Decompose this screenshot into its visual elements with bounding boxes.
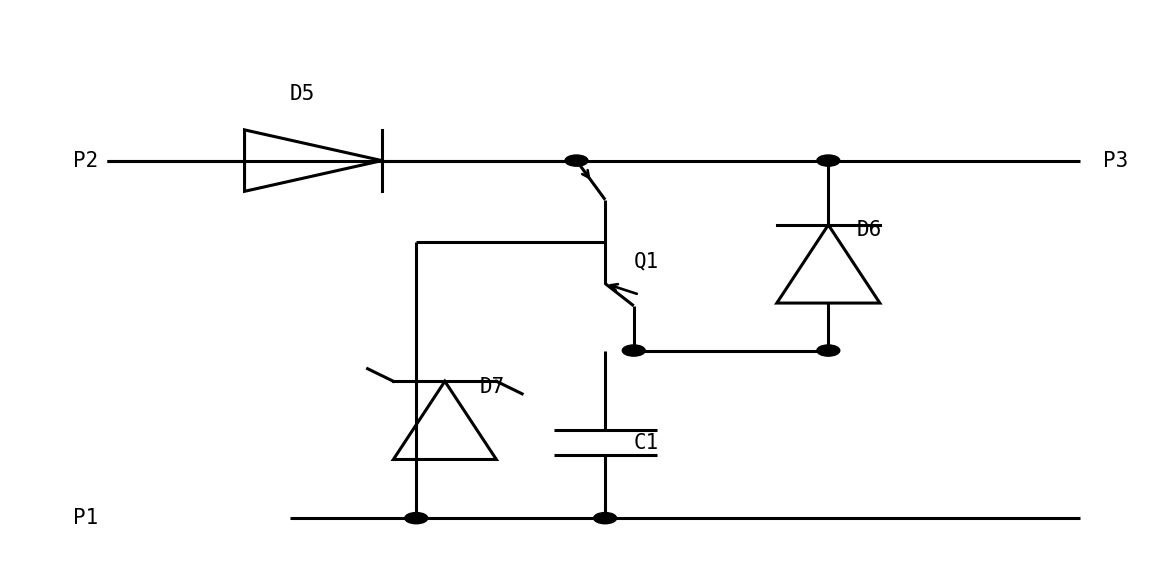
Text: P2: P2 — [73, 151, 98, 171]
Text: P3: P3 — [1103, 151, 1129, 171]
Circle shape — [816, 345, 839, 356]
Text: D5: D5 — [289, 83, 315, 104]
Text: D6: D6 — [857, 221, 882, 240]
Circle shape — [816, 155, 839, 166]
Circle shape — [565, 155, 588, 166]
Circle shape — [594, 513, 617, 524]
Circle shape — [623, 345, 646, 356]
Text: P1: P1 — [73, 508, 98, 528]
Text: Q1: Q1 — [634, 251, 660, 271]
Text: C1: C1 — [634, 433, 660, 452]
Circle shape — [405, 513, 428, 524]
Text: D7: D7 — [480, 377, 505, 397]
